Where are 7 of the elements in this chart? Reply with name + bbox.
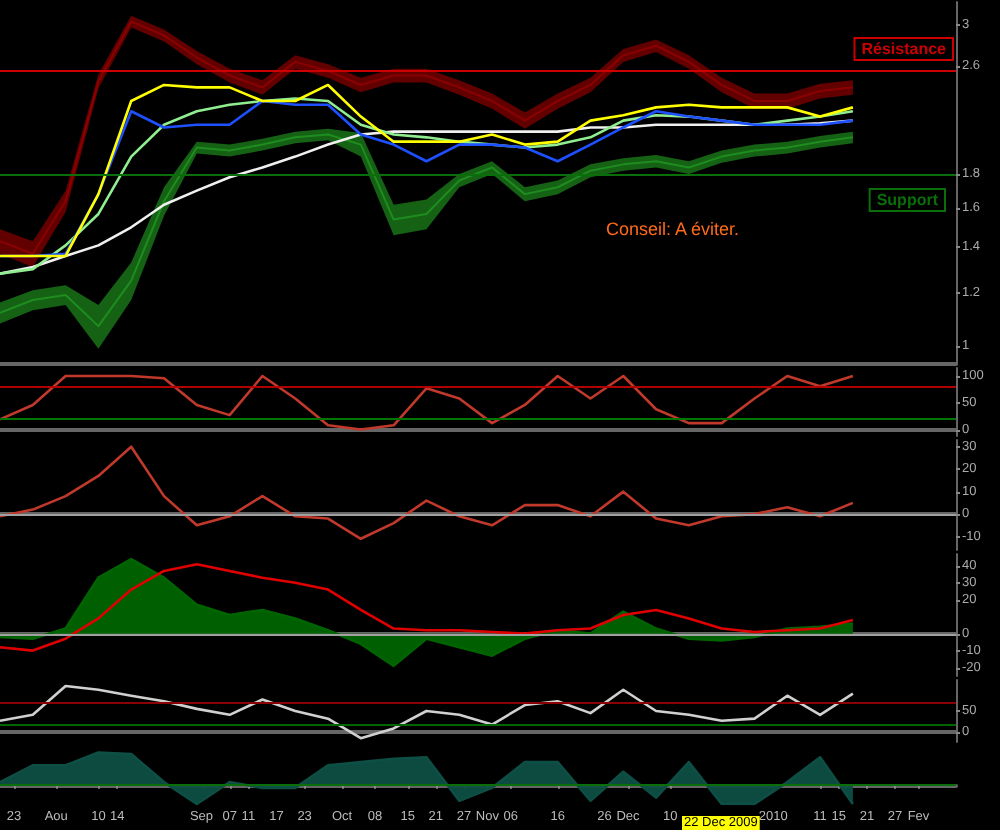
- line-series: [0, 562, 855, 652]
- ref-line-label: Résistance: [861, 39, 948, 58]
- line-series: [0, 445, 855, 541]
- annotation: Conseil: A éviter.: [606, 219, 740, 239]
- line-series: [0, 684, 855, 740]
- line-series: [0, 374, 855, 431]
- ref-line-label: Support: [876, 190, 939, 209]
